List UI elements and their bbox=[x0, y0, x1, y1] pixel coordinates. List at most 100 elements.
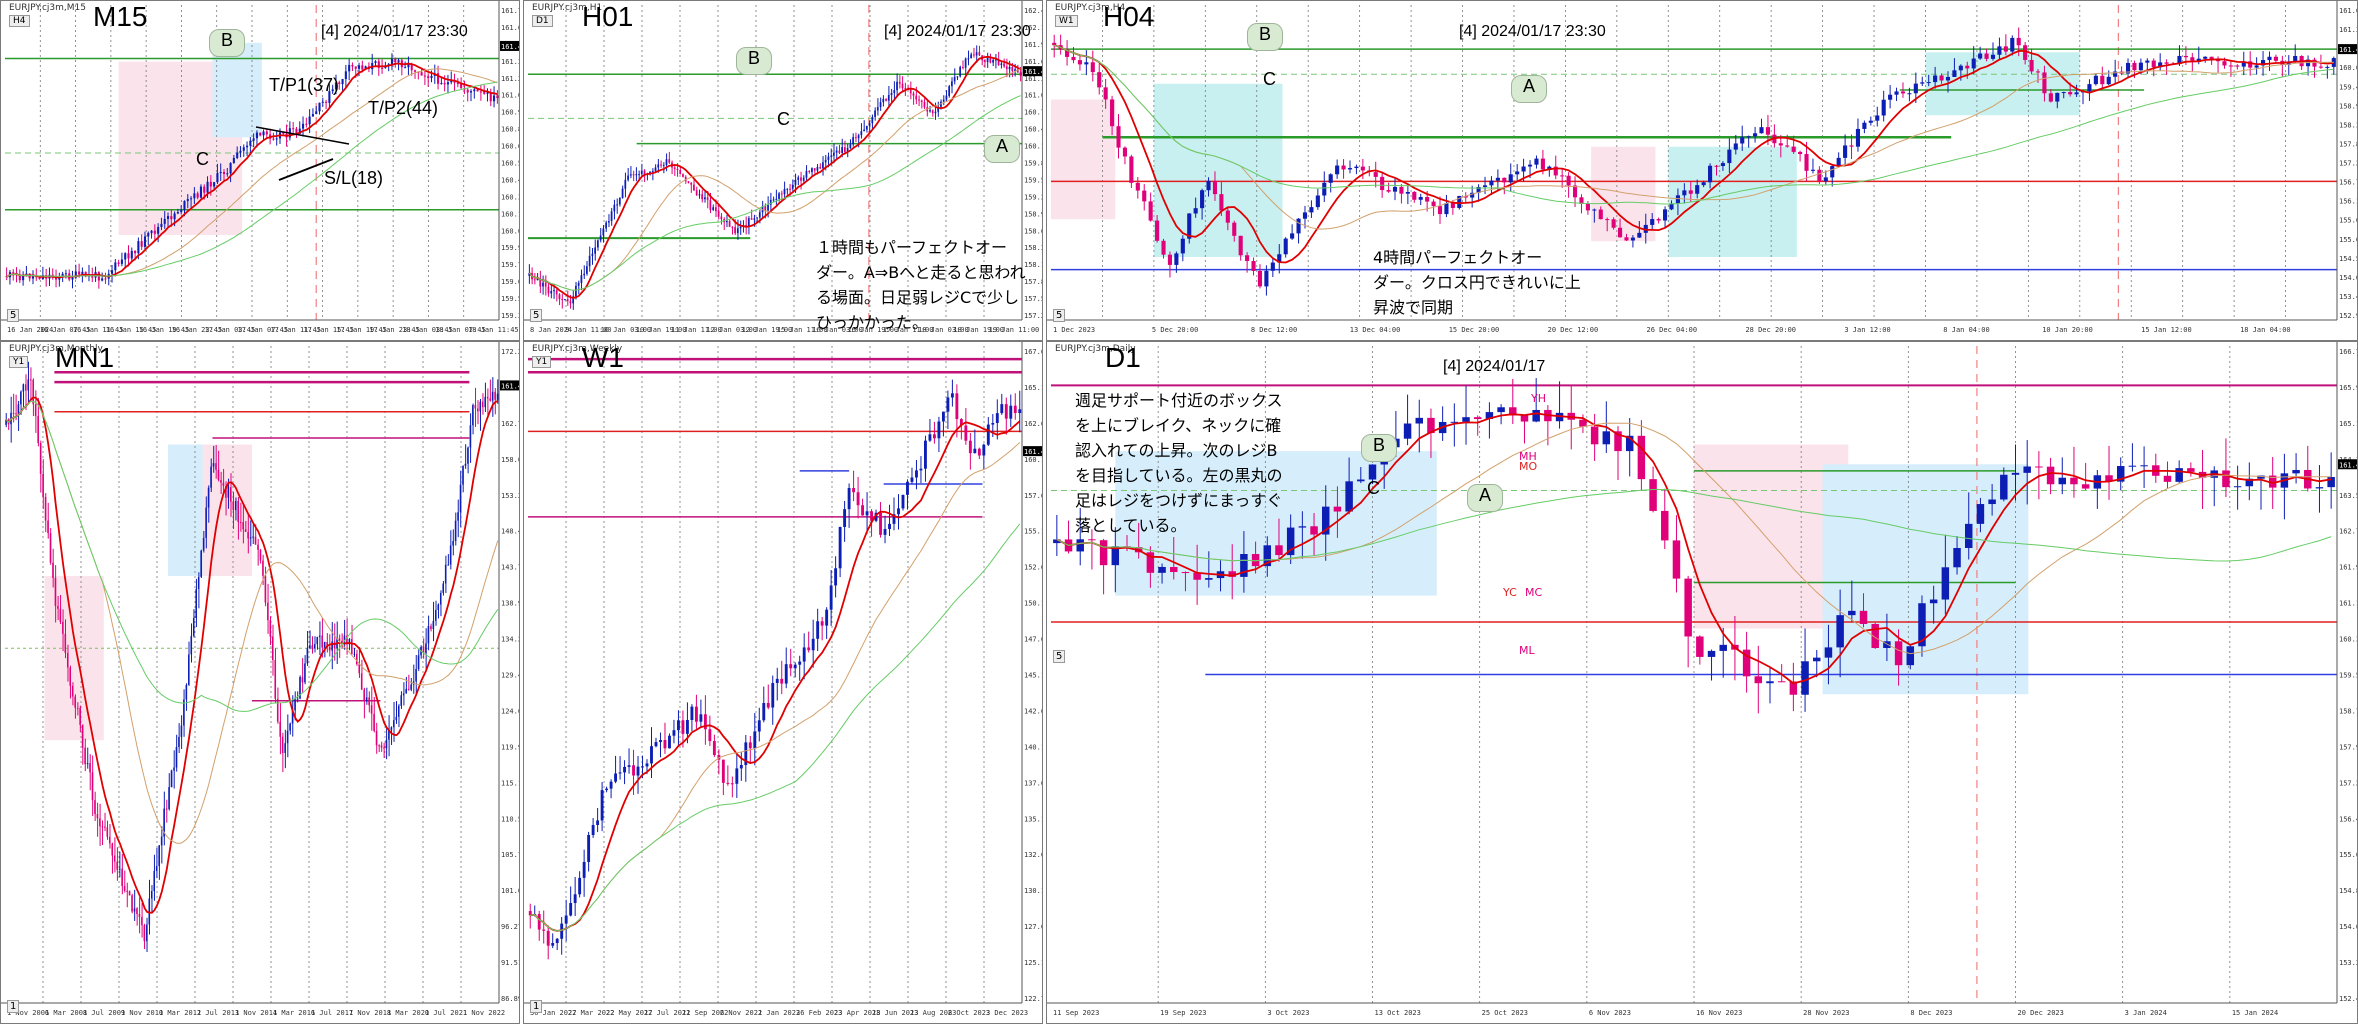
h04-candle-body bbox=[1457, 195, 1462, 208]
mn1-candle-body bbox=[449, 545, 452, 565]
h01-candle-body bbox=[690, 182, 693, 185]
panel-w1[interactable]: 167.642 165.167 162.617 160.142 157.667 155.1… bbox=[523, 341, 1043, 1024]
w1-scroll-button[interactable]: 1 bbox=[530, 1000, 543, 1013]
h01-timeframe-title: H01 bbox=[582, 1, 634, 32]
m15-ma-fast-line bbox=[6, 62, 498, 279]
h04-period-button[interactable]: W1 bbox=[1055, 15, 1078, 27]
w1-candle-body bbox=[632, 765, 635, 776]
mn1-candle-body bbox=[239, 521, 242, 523]
m15-y-tick-label: 159.914 bbox=[501, 244, 520, 252]
mn1-candle-body bbox=[311, 645, 314, 649]
d1-scroll-button[interactable]: 5 bbox=[1053, 650, 1066, 663]
m15-candle-body bbox=[213, 182, 216, 187]
w1-candle-body bbox=[605, 788, 609, 791]
w1-y-tick-label: 157.667 bbox=[1024, 492, 1043, 500]
panel-h01[interactable]: 162.485 162.190 161.900 161.605 161.315 161.0… bbox=[523, 0, 1043, 341]
h04-candle-body bbox=[1065, 49, 1070, 57]
h01-date-label: [4] 2024/01/17 23:30 bbox=[884, 23, 1031, 40]
h04-candle-body bbox=[1888, 94, 1893, 100]
d1-x-tick-label: 20 Dec 2023 bbox=[2018, 1009, 2064, 1017]
h04-candle-body bbox=[1418, 197, 1423, 200]
d1-candle-body bbox=[1193, 572, 1201, 580]
m15-ma-slow-line bbox=[6, 81, 498, 278]
mn1-ma-fast-line bbox=[5, 396, 499, 914]
mn1-x-tick-label: 1 Nov 2006 bbox=[7, 1009, 49, 1017]
m15-candle-body bbox=[265, 131, 268, 135]
d1-y-tick-label: 156.400 bbox=[2339, 815, 2358, 823]
mn1-candle-body bbox=[232, 501, 235, 511]
mn1-period-button[interactable]: Y1 bbox=[9, 356, 29, 368]
h04-x-tick-label: 10 Jan 20:00 bbox=[2042, 326, 2093, 334]
w1-candle-body bbox=[995, 413, 999, 423]
w1-candle-body bbox=[879, 512, 882, 535]
mn1-candle-body bbox=[269, 620, 272, 637]
h04-candle-body bbox=[1212, 180, 1218, 195]
h04-candle-body bbox=[1245, 255, 1250, 262]
d1-candle-body bbox=[2011, 472, 2020, 475]
h01-y-tick-label: 159.855 bbox=[1024, 160, 1043, 168]
h01-candle-body bbox=[789, 188, 791, 190]
m15-candle-body bbox=[110, 270, 114, 274]
w1-period-button[interactable]: Y1 bbox=[532, 356, 552, 368]
m15-candle-body bbox=[315, 111, 318, 115]
mn1-candle-body bbox=[427, 626, 430, 644]
mn1-y-tick-label: 110.557 bbox=[501, 815, 520, 823]
h04-candle-body bbox=[1470, 192, 1475, 198]
mn1-candle-body bbox=[477, 408, 479, 412]
w1-candle-body bbox=[789, 664, 793, 669]
m15-candle-body bbox=[460, 83, 463, 89]
panel-mn1[interactable]: 172.289167.537162.777158.017153.257148.4… bbox=[0, 341, 520, 1024]
h01-period-button[interactable]: D1 bbox=[532, 15, 553, 27]
w1-candle-body bbox=[870, 511, 873, 521]
h04-x-tick-label: 15 Jan 12:00 bbox=[2141, 326, 2192, 334]
mn1-y-tick-label: 143.737 bbox=[501, 564, 520, 572]
h04-candle-body bbox=[1540, 158, 1545, 170]
m15-trendline-upper bbox=[255, 126, 350, 145]
h04-candle-body bbox=[1399, 186, 1404, 194]
h04-candle-body bbox=[1907, 93, 1912, 95]
m15-candle-body bbox=[78, 271, 81, 275]
h01-candle-body bbox=[725, 221, 728, 223]
mn1-scroll-button[interactable]: 1 bbox=[7, 1000, 20, 1013]
m15-scroll-button[interactable]: 5 bbox=[7, 309, 20, 322]
h04-candle-body bbox=[1933, 75, 1938, 83]
panel-d1[interactable]: 166.720165.940165.120164.340163.540162.7… bbox=[1046, 341, 2358, 1024]
d1-candle-body bbox=[1742, 649, 1751, 677]
h01-scroll-button[interactable]: 5 bbox=[530, 309, 543, 322]
mn1-y-tick-label: 153.257 bbox=[501, 492, 520, 500]
mn1-candle-body bbox=[417, 655, 420, 669]
d1-candle-body bbox=[2046, 466, 2055, 485]
m15-y-tick-label: 161.084 bbox=[501, 92, 520, 100]
m15-period-button[interactable]: H4 bbox=[9, 15, 30, 27]
h01-candle-body bbox=[577, 282, 580, 286]
mn1-candle-body bbox=[47, 520, 49, 534]
mn1-candle-body bbox=[395, 716, 398, 721]
h04-candle-body bbox=[2087, 84, 2092, 92]
w1-candle-body bbox=[587, 835, 591, 862]
w1-candle-body bbox=[1013, 405, 1017, 414]
d1-y-tick-label: 159.580 bbox=[2339, 672, 2358, 680]
w1-candle-body bbox=[636, 766, 640, 776]
m15-candle-body bbox=[222, 172, 226, 174]
m15-level-b-bubble: B bbox=[209, 29, 245, 57]
m15-candle-body bbox=[180, 209, 183, 213]
m15-candle-body bbox=[193, 193, 196, 199]
h01-candle-body bbox=[605, 222, 607, 229]
h01-candle-body bbox=[959, 66, 962, 77]
mn1-candle-body bbox=[397, 705, 400, 717]
d1-candle-body bbox=[1450, 421, 1459, 423]
h01-candle-body bbox=[753, 218, 756, 220]
m15-candle-body bbox=[364, 66, 367, 70]
d1-yc-label: YC bbox=[1503, 586, 1517, 599]
h04-candle-body bbox=[1913, 83, 1918, 94]
h04-scroll-button[interactable]: 5 bbox=[1053, 309, 1066, 322]
panel-h04[interactable]: 161.674161.311160.579160.024159.468158.9… bbox=[1046, 0, 2358, 341]
m15-price-tag-label: 161.426 bbox=[501, 43, 520, 51]
mn1-candle-body bbox=[69, 667, 72, 686]
d1-candle-body bbox=[1637, 435, 1646, 480]
mn1-x-tick-label: 1 Nov 2018 bbox=[349, 1009, 391, 1017]
panel-m15[interactable]: 161.734161.604161.474161.344161.214161.0… bbox=[0, 0, 520, 341]
mn1-candle-body bbox=[168, 787, 170, 810]
h04-candle-body bbox=[2029, 59, 2034, 72]
h01-candle-body bbox=[533, 279, 536, 281]
